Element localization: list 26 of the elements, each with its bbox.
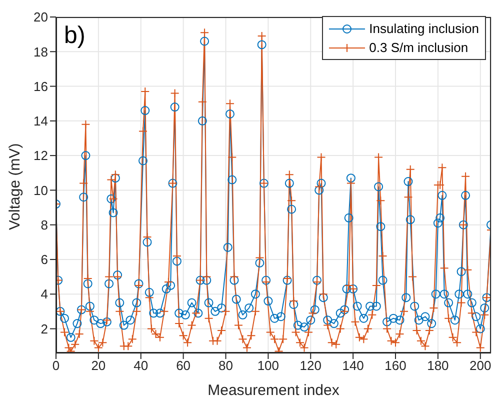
y-tick-label: 16 <box>34 78 48 94</box>
y-tick-label: 6 <box>40 252 48 268</box>
y-tick-label: 20 <box>34 10 48 25</box>
y-tick-label: 12 <box>34 148 48 164</box>
y-tick-label: 14 <box>34 114 48 129</box>
y-tick-label: 8 <box>40 217 48 232</box>
x-tick-label: 0 <box>52 358 60 374</box>
x-tick-label: 40 <box>134 358 148 374</box>
x-axis-title: Measurement index <box>208 382 340 399</box>
y-tick-label: 18 <box>34 44 48 60</box>
x-tick-label: 120 <box>300 358 322 374</box>
x-tick-label: 100 <box>257 358 280 374</box>
x-tick-label: 80 <box>218 358 233 374</box>
x-tick-label: 140 <box>342 358 364 374</box>
x-tick-label: 20 <box>91 358 106 374</box>
y-axis-title: Voltage (mV) <box>6 143 24 230</box>
x-tick-label: 60 <box>176 358 191 374</box>
x-tick-label: 160 <box>384 358 406 374</box>
legend-label: 0.3 S/m inclusion <box>369 39 468 57</box>
annotation: b) <box>64 22 86 50</box>
y-tick-label: 4 <box>40 286 48 302</box>
legend-label: Insulating inclusion <box>369 20 479 38</box>
y-tick-label: 10 <box>34 182 48 198</box>
y-tick-label: 2 <box>40 321 48 336</box>
x-tick-label: 200 <box>470 358 492 374</box>
x-tick-label: 180 <box>427 358 449 374</box>
